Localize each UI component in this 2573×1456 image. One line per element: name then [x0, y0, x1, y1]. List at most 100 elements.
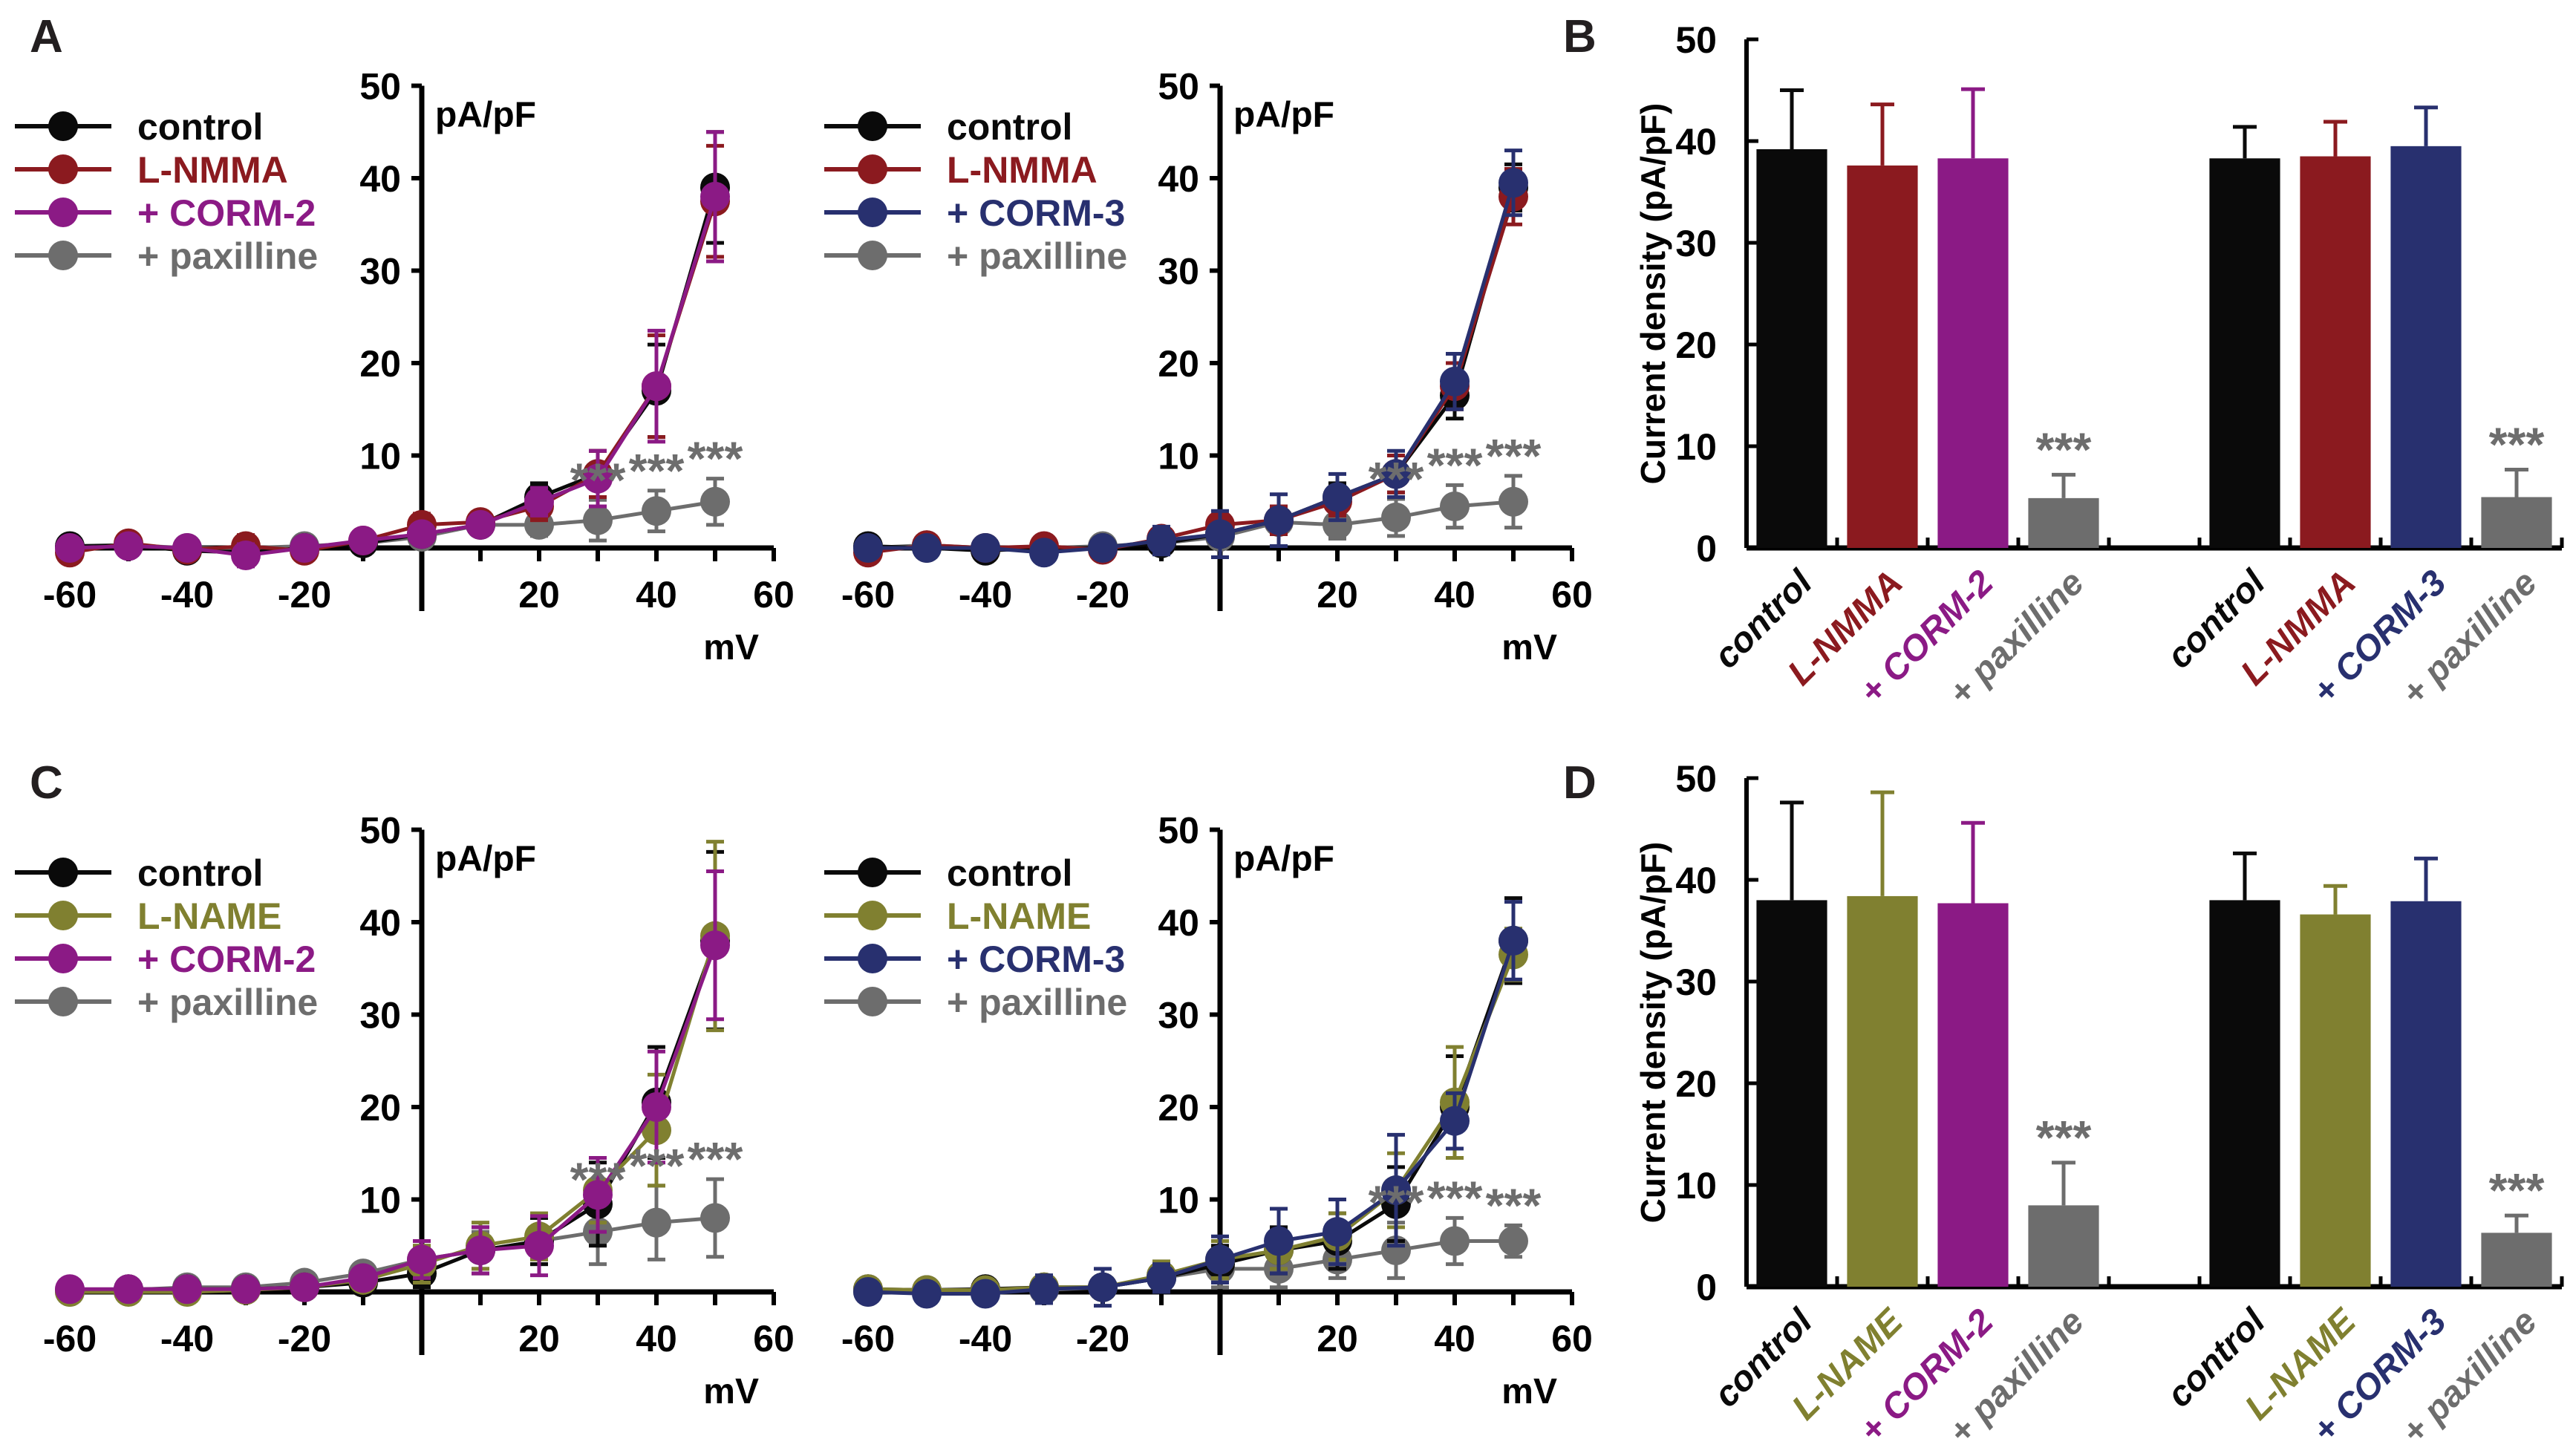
y-tick-label: 20 [1158, 1087, 1199, 1129]
significance-stars: *** [688, 432, 743, 486]
x-tick-label: 20 [518, 1318, 560, 1359]
data-point [1147, 1263, 1176, 1293]
data-point [1029, 538, 1059, 568]
significance-stars: *** [1427, 438, 1483, 492]
y-tick-label: 40 [1158, 158, 1199, 200]
data-point [1440, 491, 1470, 521]
data-point [1499, 1226, 1528, 1256]
bar [1847, 165, 1918, 548]
bar [1847, 895, 1918, 1287]
significance-stars: *** [570, 453, 626, 506]
legend-item: + CORM-3 [824, 938, 1125, 980]
legend-marker [858, 111, 887, 141]
legend-marker [858, 944, 887, 973]
legend-item: + CORM-2 [15, 938, 316, 980]
series-corm-2 [55, 869, 730, 1305]
significance-stars: *** [1427, 1171, 1483, 1224]
legend-item: control [15, 106, 263, 148]
x-unit-label: mV [703, 1372, 759, 1411]
legend-item: control [15, 852, 263, 894]
data-point [583, 505, 613, 535]
data-point [407, 519, 437, 549]
y-tick-label: 50 [359, 66, 401, 108]
data-point [114, 531, 143, 561]
y-tick-label: 20 [1158, 343, 1199, 385]
legend-item: L-NMMA [824, 149, 1098, 191]
x-tick-label: 40 [636, 1318, 677, 1359]
x-tick-label: -60 [841, 574, 895, 616]
series-line [69, 500, 716, 550]
bar [2028, 497, 2099, 548]
data-point [971, 533, 1000, 563]
y-tick-label: 10 [359, 436, 401, 477]
y-tick-label: 20 [359, 343, 401, 385]
legend-marker [48, 241, 78, 270]
y-tick-label: 40 [1158, 902, 1199, 944]
bar [1937, 158, 2009, 549]
series-line [69, 1215, 716, 1294]
x-tick-label: -20 [1076, 574, 1129, 616]
legend-item: control [824, 852, 1072, 894]
y-axis-title: Current density (pA/pF) [1634, 842, 1672, 1224]
significance-stars: *** [1369, 452, 1424, 506]
data-point [466, 1235, 495, 1265]
legend-marker [858, 241, 887, 270]
data-point [172, 533, 202, 563]
x-tick-label: 40 [1434, 574, 1475, 616]
data-point [231, 540, 261, 570]
data-point [912, 533, 942, 563]
x-tick-label: 60 [1551, 574, 1593, 616]
data-point [348, 526, 378, 556]
data-point [853, 1277, 883, 1307]
data-point [912, 1279, 942, 1309]
data-point [1088, 533, 1118, 563]
chart-b: B 0 10 20 30 40 50 Current density (pA/pF) contr… [1563, 11, 2564, 714]
bar [2481, 1233, 2552, 1287]
legend-marker [858, 987, 887, 1016]
x-tick-label: 60 [753, 1318, 795, 1359]
series-corm-3 [853, 900, 1528, 1309]
bar [2209, 900, 2280, 1287]
data-point [55, 533, 85, 563]
y-tick-label: 50 [1158, 810, 1199, 852]
data-point [583, 463, 613, 494]
legend-label: control [137, 106, 263, 148]
y-unit-label: pA/pF [1233, 840, 1334, 879]
x-unit-label: mV [703, 628, 759, 667]
data-point [1029, 1274, 1059, 1305]
legend-item: + paxilline [15, 982, 318, 1023]
y-tick-label: 50 [359, 810, 401, 852]
legend-label: + paxilline [947, 982, 1127, 1023]
y-tick-label: 10 [359, 1180, 401, 1221]
legend-marker [858, 858, 887, 887]
x-tick-label: -40 [160, 574, 214, 616]
data-point [1381, 502, 1411, 532]
x-tick-label: -60 [841, 1318, 895, 1359]
y-tick-label: 20 [359, 1087, 401, 1129]
data-point [700, 486, 730, 517]
y-tick-label: 30 [1158, 251, 1199, 293]
significance-stars: *** [1486, 1178, 1542, 1232]
panel-label: C [30, 757, 63, 809]
x-tick-label: 20 [518, 574, 560, 616]
y-tick-label: 10 [1158, 436, 1199, 477]
data-point [1323, 482, 1352, 512]
x-unit-label: mV [1501, 628, 1557, 667]
data-point [642, 496, 671, 526]
significance-stars: *** [1486, 429, 1542, 483]
significance-stars: *** [629, 444, 685, 497]
legend-label: control [947, 106, 1072, 148]
bar [1756, 900, 1827, 1287]
legend-marker [48, 901, 78, 930]
x-tick-label: 60 [753, 574, 795, 616]
legend-label: + CORM-3 [947, 938, 1125, 980]
y-tick-label: 30 [1158, 995, 1199, 1036]
data-point [407, 1244, 437, 1275]
y-unit-label: pA/pF [435, 840, 536, 879]
legend-marker [48, 154, 78, 184]
data-point [1205, 519, 1235, 549]
data-point [1499, 168, 1528, 198]
y-tick-label: 20 [1675, 1063, 1717, 1105]
x-tick-label: -20 [278, 574, 331, 616]
